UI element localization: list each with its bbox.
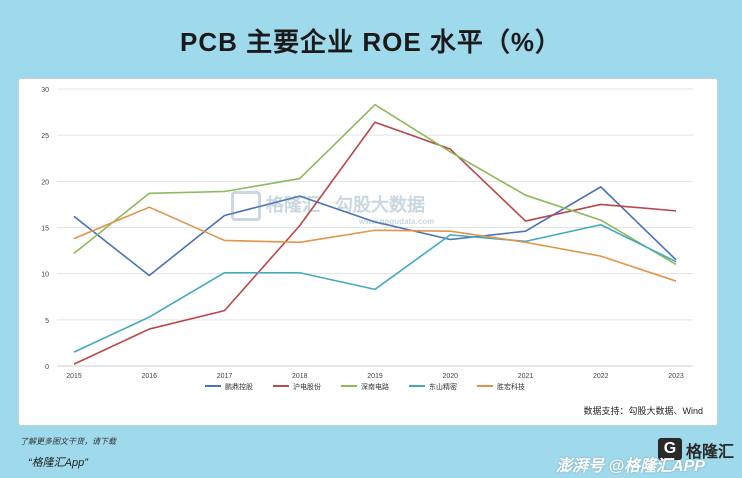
x-tick-label: 2022 xyxy=(593,373,609,380)
brand-logo-icon: G xyxy=(658,438,682,460)
legend-label: 胜宏科技 xyxy=(497,382,525,391)
series-line xyxy=(73,186,677,277)
legend-label: 沪电股份 xyxy=(293,382,321,391)
platform-watermark: 澎湃号 @格隆汇APP xyxy=(556,458,705,475)
watermark-logo-icon xyxy=(231,191,261,222)
brand-name: 格隆汇 xyxy=(686,444,735,461)
line-chart: 0 5 10 15 20 25 30 2015 2016 2017 2018 2019 2020 2021… xyxy=(41,87,693,391)
series-line xyxy=(73,206,677,282)
footnote-app: “格隆汇App” xyxy=(28,457,88,469)
y-tick-label: 15 xyxy=(41,226,49,233)
y-tick-label: 30 xyxy=(41,87,49,94)
series-line xyxy=(73,103,677,266)
watermark-name: 勾股大数据 xyxy=(335,195,426,215)
watermark-brand: 格隆汇 xyxy=(266,195,321,215)
y-tick-label: 10 xyxy=(41,272,49,279)
x-tick-label: 2021 xyxy=(518,373,534,380)
series-line xyxy=(73,223,677,353)
legend-label: 东山精密 xyxy=(429,382,457,391)
x-tick-label: 2016 xyxy=(141,373,157,380)
legend-label: 深南电路 xyxy=(361,382,389,391)
legend-label: 鹏鼎控股 xyxy=(225,382,253,391)
x-tick-label: 2015 xyxy=(66,373,82,380)
x-tick-label: 2023 xyxy=(668,373,684,380)
footnote-download: 了解更多图文干货，请下载 xyxy=(20,437,116,446)
x-tick-label: 2018 xyxy=(292,373,308,380)
x-tick-label: 2020 xyxy=(442,373,458,380)
chart-title: PCB 主要企业 ROE 水平（%） xyxy=(179,27,563,57)
y-tick-label: 0 xyxy=(45,364,49,371)
data-source: 数据支持：勾股大数据、Wind xyxy=(583,406,703,416)
x-tick-label: 2017 xyxy=(217,373,233,380)
chart-card: 0 5 10 15 20 25 30 2015 2016 2017 2018 2019 2020 2021… xyxy=(18,78,718,426)
watermark-url: www.gogudata.com xyxy=(359,217,435,227)
chart-watermark: 格隆汇 勾股大数据 www.gogudata.com xyxy=(231,191,434,226)
y-tick-label: 5 xyxy=(45,318,49,325)
x-tick-label: 2019 xyxy=(367,373,383,380)
y-tick-label: 20 xyxy=(41,179,49,186)
y-tick-label: 25 xyxy=(41,133,49,140)
series-line xyxy=(73,121,677,365)
